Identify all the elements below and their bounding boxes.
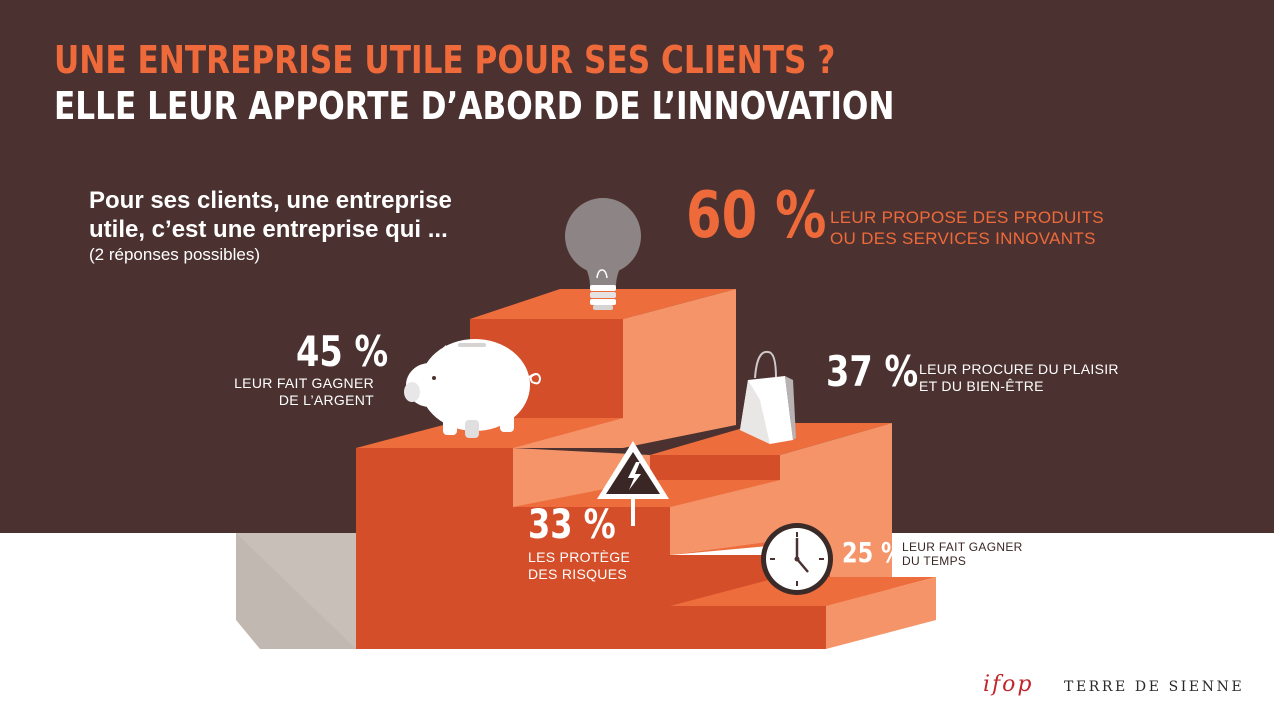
step-left-surface [356, 418, 623, 448]
step-25-side [826, 577, 936, 649]
ifop-logo: ifop [983, 672, 1034, 697]
stat-label-innovation: LEUR PROPOSE DES PRODUITS OU DES SERVICE… [830, 208, 1104, 248]
intro-note: (2 réponses possibles) [89, 245, 261, 264]
stat-label-risks: LES PROTÈGE DES RISQUES [528, 549, 631, 582]
terre-de-sienne-logo: TERRE DE SIENNE [1064, 679, 1245, 695]
stat-label-money: LEUR FAIT GAGNER DE L’ARGENT [234, 375, 374, 408]
piggy-bank-icon [404, 339, 542, 438]
stat-value-pleasure: 37 % [826, 347, 919, 396]
stat-value-money: 45 % [296, 327, 389, 376]
page-title: UNE ENTREPRISE UTILE POUR SES CLIENTS ? [54, 38, 836, 82]
step-top-side [623, 289, 736, 448]
clock-icon [761, 523, 833, 595]
intro-text: Pour ses clients, une entreprise utile, … [89, 186, 452, 266]
warning-sign-icon [597, 441, 669, 526]
page-subtitle: ELLE LEUR APPORTE D’ABORD DE L’INNOVATIO… [54, 84, 895, 128]
intro-line-1: Pour ses clients, une entreprise [89, 187, 452, 214]
step-25-front [670, 606, 826, 649]
stat-value-risks: 33 % [528, 502, 616, 548]
stat-label-pleasure: LEUR PROCURE DU PLAISIR ET DU BIEN-ÊTRE [919, 361, 1119, 394]
step-left-front [356, 448, 513, 649]
step-33-front [513, 507, 670, 649]
stat-value-time: 25 % [842, 536, 904, 569]
lightbulb-icon [565, 198, 641, 310]
intro-line-2: utile, c’est une entreprise qui ... [89, 216, 448, 243]
stat-value-innovation: 60 % [686, 179, 827, 253]
shopping-bag-icon [740, 350, 796, 444]
stat-label-time: LEUR FAIT GAGNER DU TEMPS [902, 540, 1023, 568]
